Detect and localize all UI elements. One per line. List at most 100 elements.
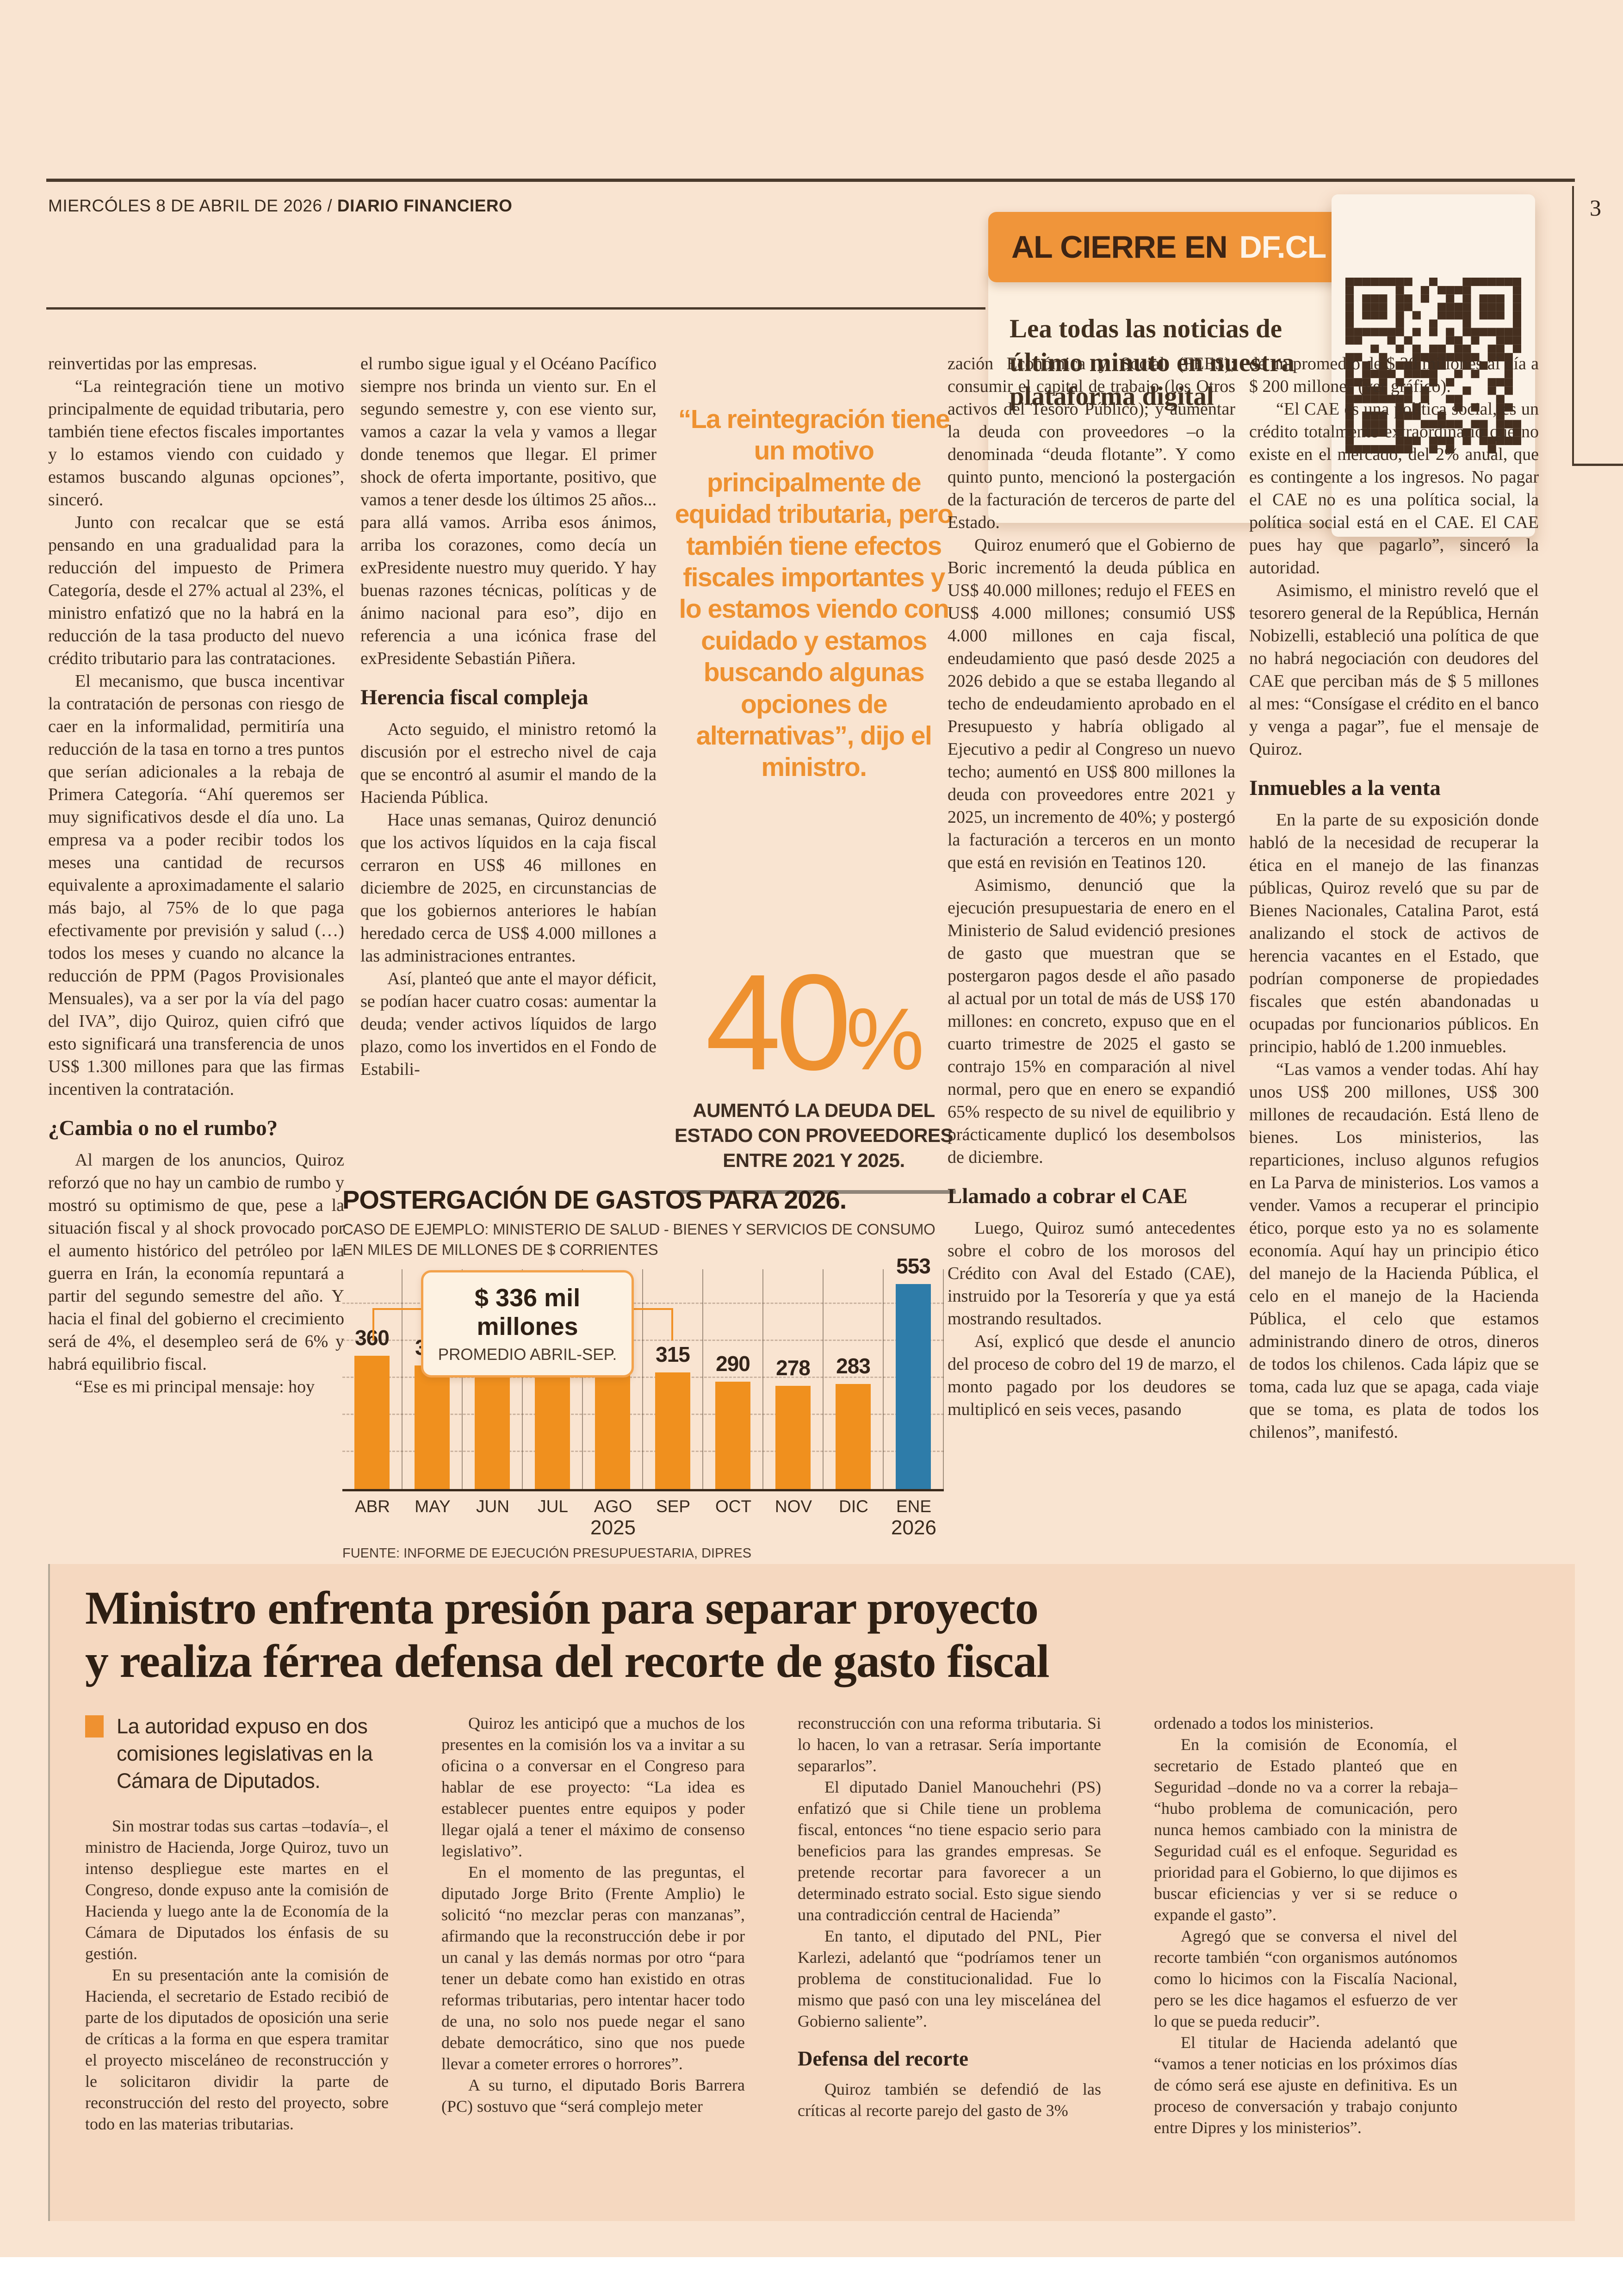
date-text: MIERCÓLES 8 DE ABRIL DE 2026 / xyxy=(48,196,337,215)
qr-code-icon[interactable] xyxy=(1345,278,1521,453)
bar-abr xyxy=(354,1355,390,1489)
promo-label: AL CIERRE EN xyxy=(1011,230,1228,265)
column-text-block: Acto seguido, el ministro retomó la disc… xyxy=(360,718,657,1081)
dateline: MIERCÓLES 8 DE ABRIL DE 2026 / DIARIO FI… xyxy=(48,196,512,216)
month-label: AGO xyxy=(594,1496,632,1516)
paragraph: El mecanismo, que busca incentivar la co… xyxy=(48,671,344,1099)
column-text-block: En la parte de su exposición donde habló… xyxy=(1249,809,1539,1444)
qr-card[interactable] xyxy=(1332,194,1535,537)
bar-value-label: 315 xyxy=(656,1342,690,1366)
headline-line1: Ministro enfrenta presión para separar p… xyxy=(85,1582,1039,1634)
column-text-block: de un promedio de $ 30 millones al día a… xyxy=(1249,353,1539,761)
bar-value-label: 360 xyxy=(355,1325,390,1350)
bar-nov xyxy=(775,1386,811,1489)
column-text-block: Quiroz también se defendió de las crític… xyxy=(798,2079,1101,2121)
paragraph: Hace unas semanas, Quiroz denunció que l… xyxy=(360,810,657,966)
paragraph: Quiroz les anticipó que a muchos de los … xyxy=(441,1713,745,1860)
subhead-herencia-fiscal: Herencia fiscal compleja xyxy=(360,685,588,709)
header-divider xyxy=(46,307,985,310)
chart-year-labels: 2025 2026 xyxy=(342,1516,944,1543)
lead-block: La autoridad expuso en dos comisiones le… xyxy=(85,1713,389,1795)
promo-card: Lea todas las noticias de último minuto … xyxy=(988,268,1344,523)
callout-value: $ 336 mil millones xyxy=(474,1284,581,1340)
stat-caption: AUMENTÓ LA DEUDA DEL ESTADO CON PROVEEDO… xyxy=(675,1099,953,1171)
subhead-defensa-recorte: Defensa del recorte xyxy=(798,2047,969,2070)
paragraph: En tanto, el diputado del PNL, Pier Karl… xyxy=(798,1926,1101,2030)
bottom-headline: Ministro enfrenta presión para separar p… xyxy=(85,1582,1362,1688)
bar-may xyxy=(415,1365,450,1489)
chart-subtitle: CASO DE EJEMPLO: MINISTERIO DE SALUD - B… xyxy=(342,1219,944,1260)
bottom-columns: La autoridad expuso en dos comisiones le… xyxy=(85,1713,1538,2138)
bottom-column-1: La autoridad expuso en dos comisiones le… xyxy=(85,1713,389,2138)
column-text-block: zación Económica y Social (FEES); consum… xyxy=(948,353,1235,1169)
chart-cell-ago: 331 xyxy=(583,1269,643,1489)
year-2026-label: 2026 xyxy=(891,1516,936,1539)
chart-cell-abr: 360 xyxy=(342,1269,403,1489)
stat-block: 40% AUMENTÓ LA DEUDA DEL ESTADO CON PROV… xyxy=(672,954,956,1194)
bottom-article: Ministro enfrenta presión para separar p… xyxy=(48,1564,1575,2221)
paragraph: Asimismo, denunció que la ejecución pres… xyxy=(948,875,1235,1167)
chart-source: FUENTE: INFORME DE EJECUCIÓN PRESUPUESTA… xyxy=(342,1545,752,1561)
paragraph: Quiroz enumeró que el Gobierno de Boric … xyxy=(948,535,1235,872)
paragraph: Al margen de los anuncios, Quiroz reforz… xyxy=(48,1150,344,1374)
paragraph: Junto con recalcar que se está pensando … xyxy=(48,513,344,668)
bar-sep xyxy=(655,1372,690,1489)
column-text-block: reinvertidas por las empresas. “La reinte… xyxy=(48,353,344,1101)
page-number-horizontal-rule xyxy=(1572,464,1623,466)
column-text-block: el rumbo sigue igual y el Océano Pacífic… xyxy=(360,353,657,670)
gridline xyxy=(342,1302,944,1304)
page-bottom-edge xyxy=(0,2257,1623,2296)
bar-jun xyxy=(475,1362,510,1489)
lead-text: La autoridad expuso en dos comisiones le… xyxy=(117,1714,373,1793)
column-text-block: Quiroz les anticipó que a muchos de los … xyxy=(441,1713,745,2117)
paragraph: ordenado a todos los ministerios. xyxy=(1154,1713,1374,1732)
bottom-column-4: ordenado a todos los ministerios. En la c… xyxy=(1154,1713,1457,2138)
promo-brand: DF.CL xyxy=(1239,230,1327,265)
bottom-column-2: Quiroz les anticipó que a muchos de los … xyxy=(441,1713,745,2138)
promo-header-bar: AL CIERRE EN DF.CL xyxy=(988,212,1387,282)
brand-text: DIARIO FINANCIERO xyxy=(337,196,513,215)
month-label: DIC xyxy=(839,1496,868,1516)
bar-jul xyxy=(535,1364,570,1489)
paragraph: Así, planteó que ante el mayor déficit, … xyxy=(360,968,657,1079)
month-label: NOV xyxy=(774,1496,812,1516)
chart-cell-ene: 553 xyxy=(884,1254,944,1489)
paragraph: Así, explicó que desde el anuncio del pr… xyxy=(948,1331,1235,1419)
bottom-column-3: reconstrucción con una reforma tributari… xyxy=(798,1713,1101,2138)
column-text-block: Sin mostrar todas sus cartas –todavía–, … xyxy=(85,1815,389,2135)
chart-cell-oct: 290 xyxy=(703,1269,763,1489)
paragraph: el rumbo sigue igual y el Océano Pacífic… xyxy=(360,354,657,668)
column-text-block: Luego, Quiroz sumó antecedentes sobre el… xyxy=(948,1217,1235,1421)
month-label: SEP xyxy=(656,1496,691,1516)
paragraph: “El CAE es una política social, es un cr… xyxy=(1249,399,1539,577)
average-callout: $ 336 mil millones PROMEDIO ABRIL-SEP. xyxy=(421,1270,634,1378)
page-number: 3 xyxy=(1590,195,1601,221)
subhead-cambia-rumbo: ¿Cambia o no el rumbo? xyxy=(48,1116,278,1140)
gridline xyxy=(342,1376,944,1378)
column-text-block: ordenado a todos los ministerios. En la c… xyxy=(1154,1713,1457,2138)
bar-value-label: 553 xyxy=(896,1254,931,1278)
paragraph: El diputado Daniel Manouchehri (PS) enfa… xyxy=(798,1777,1101,1924)
chart-cell-dic: 283 xyxy=(824,1269,884,1489)
bullet-square-icon xyxy=(85,1715,104,1738)
page-number-vertical-rule xyxy=(1572,186,1574,464)
article-column-5: de un promedio de $ 30 millones al día a… xyxy=(1249,353,1539,1549)
paragraph: A su turno, el diputado Boris Barrera (P… xyxy=(441,2075,745,2116)
promo-text: Lea todas las noticias de último minuto … xyxy=(1010,314,1295,411)
stat-number: 40 xyxy=(705,946,851,1098)
chart-subtitle-line1: CASO DE EJEMPLO: MINISTERIO DE SALUD - B… xyxy=(342,1221,935,1238)
stat-value: 40% xyxy=(672,954,956,1091)
bar-ago xyxy=(595,1366,630,1489)
month-label: ABR xyxy=(354,1496,390,1516)
paragraph: En la comisión de Economía, el secretari… xyxy=(1154,1735,1457,1924)
paragraph: Quiroz también se defendió de las crític… xyxy=(798,2080,1101,2120)
subhead-llamado-cae: Llamado a cobrar el CAE xyxy=(948,1184,1188,1208)
article-column-2: el rumbo sigue igual y el Océano Pacífic… xyxy=(360,353,657,1176)
gridline xyxy=(342,1339,944,1341)
column-text-block: Al margen de los anuncios, Quiroz reforz… xyxy=(48,1149,344,1398)
headline-line2: y realiza férrea defensa del recorte de … xyxy=(85,1635,1050,1688)
subhead-inmuebles: Inmuebles a la venta xyxy=(1249,776,1441,800)
paragraph: “La reintegración tiene un motivo princi… xyxy=(48,377,344,509)
bar-value-label: 278 xyxy=(776,1356,811,1380)
